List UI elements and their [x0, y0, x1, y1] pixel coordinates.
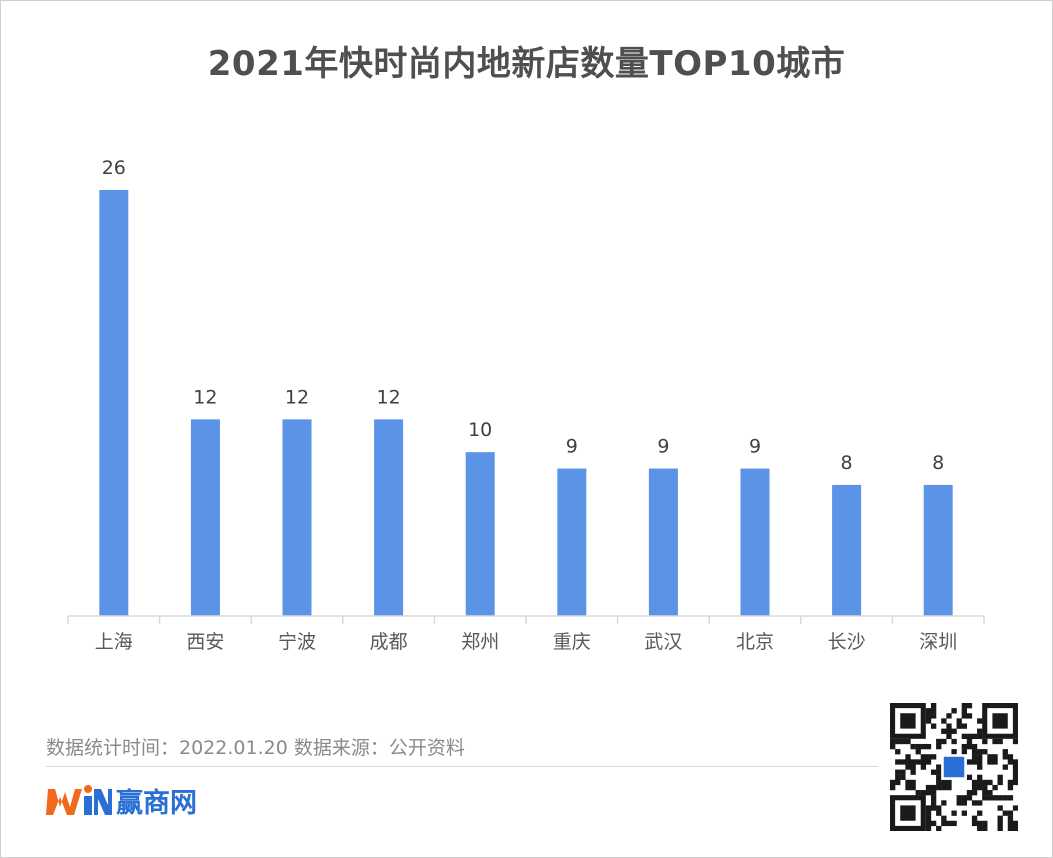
data-labels-layer: 26 12 12 12 10 9 9 9 8 8	[102, 157, 945, 474]
bar-chart: 26 12 12 12 10 9 9 9 8 8 上海 西安 宁波 成都 郑州 重庆 武汉 北京 长沙 深圳	[67, 157, 985, 653]
bar-9	[832, 484, 862, 616]
bar-2	[190, 419, 220, 616]
qr-code-icon	[890, 703, 1018, 831]
data-label-5: 10	[468, 419, 492, 441]
data-label-8: 9	[749, 436, 761, 458]
bars-layer	[99, 190, 953, 616]
x-tick-label-2: 西安	[186, 631, 224, 653]
data-label-1: 26	[102, 157, 126, 179]
win-logo-icon	[46, 785, 112, 815]
x-tick-label-6: 重庆	[553, 631, 591, 653]
data-label-9: 8	[841, 452, 853, 474]
bar-5	[465, 452, 495, 616]
x-tick-label-9: 长沙	[828, 631, 866, 653]
bar-10	[923, 484, 953, 616]
data-label-7: 9	[657, 436, 669, 458]
chart-title: 2021年快时尚内地新店数量TOP10城市	[207, 44, 846, 84]
data-label-4: 12	[377, 386, 401, 408]
data-label-3: 12	[285, 386, 309, 408]
bar-7	[648, 468, 678, 616]
bar-8	[740, 468, 770, 616]
x-tick-label-8: 北京	[736, 631, 774, 653]
x-tick-label-4: 成都	[370, 631, 408, 653]
x-tick-label-3: 宁波	[278, 631, 316, 653]
data-label-6: 9	[566, 436, 578, 458]
footer-divider	[46, 766, 878, 767]
x-tick-label-1: 上海	[95, 631, 133, 653]
x-axis: 上海 西安 宁波 成都 郑州 重庆 武汉 北京 长沙 深圳	[67, 615, 985, 653]
x-tick-label-10: 深圳	[919, 631, 957, 653]
brand-block: 赢商网	[46, 782, 197, 819]
brand-name: 赢商网	[116, 787, 197, 819]
data-label-10: 8	[932, 452, 944, 474]
bar-6	[557, 468, 587, 616]
bar-4	[374, 419, 404, 616]
bar-1	[99, 190, 129, 616]
footer-source-note: 数据统计时间：2022.01.20 数据来源：公开资料	[46, 737, 465, 759]
bar-3	[282, 419, 312, 616]
x-tick-label-7: 武汉	[644, 631, 682, 653]
x-tick-label-5: 郑州	[461, 631, 499, 653]
data-label-2: 12	[193, 386, 217, 408]
